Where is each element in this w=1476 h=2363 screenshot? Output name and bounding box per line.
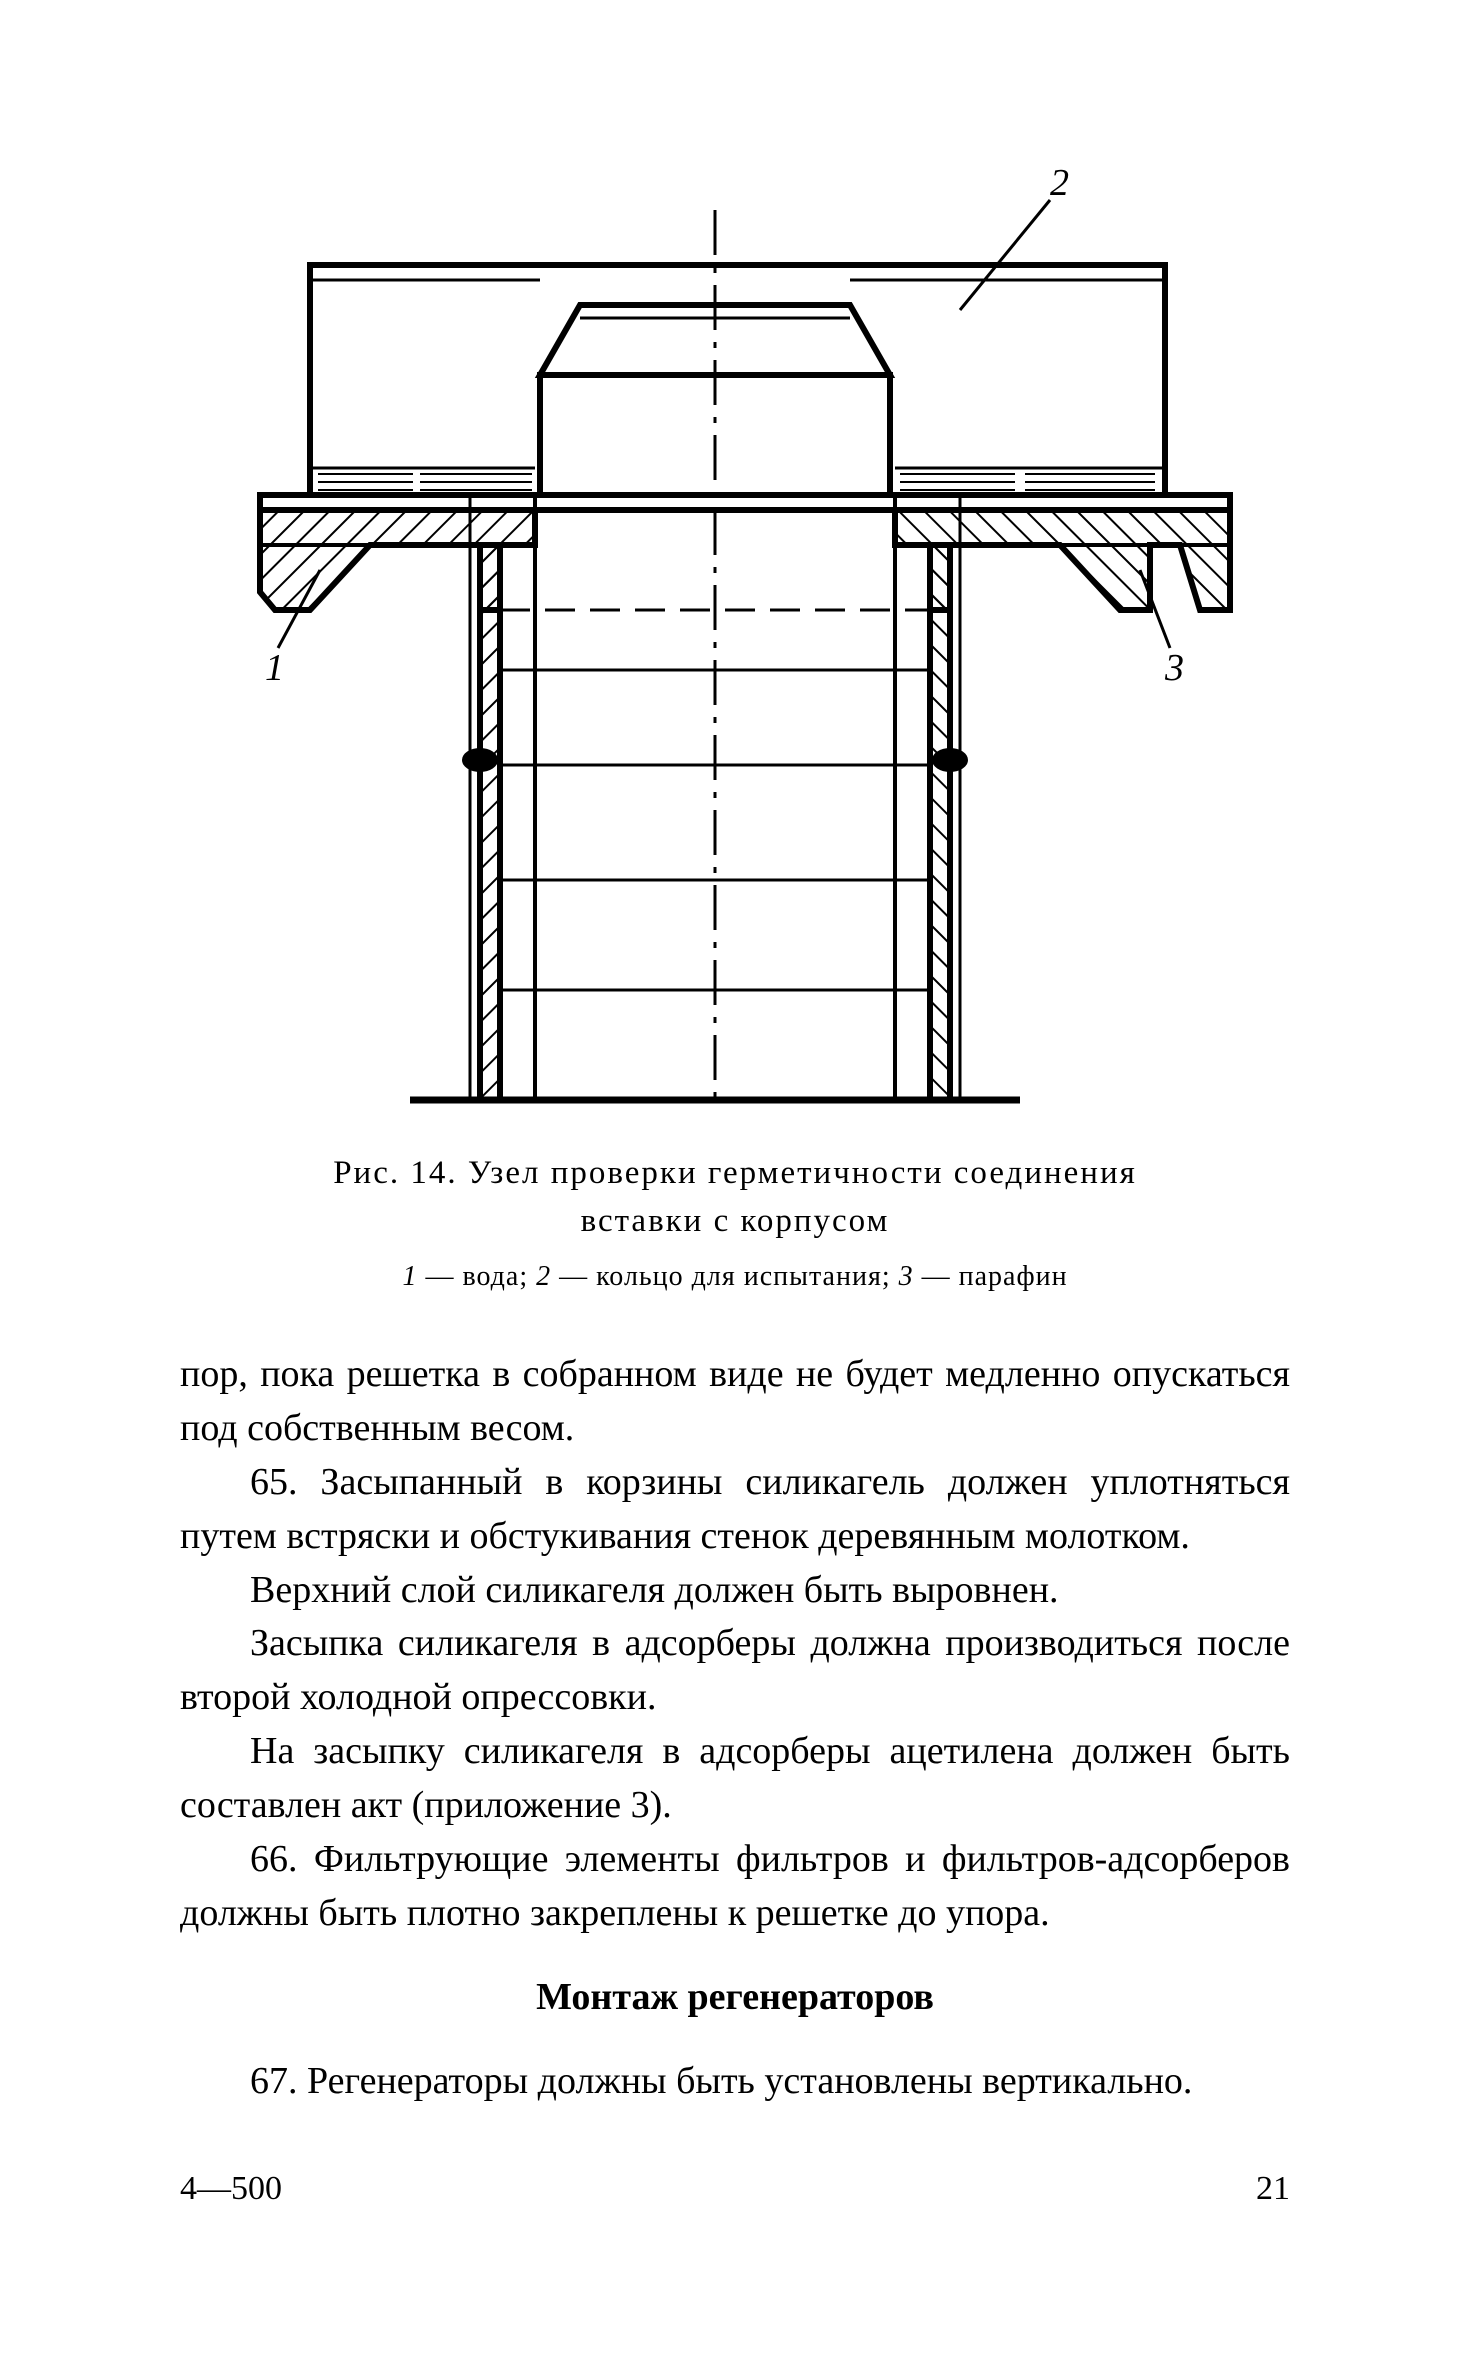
paragraph-2: 65. Засыпанный в корзины силикагель долж… [180, 1456, 1290, 1564]
figure-svg: 2 [180, 150, 1290, 1110]
figure-14: 2 [180, 150, 1290, 1110]
label-1: 1 [265, 647, 284, 689]
page-footer: 4—500 21 [180, 2170, 1290, 2208]
paragraph-5: На засыпку силикагеля в адсорберы ацетил… [180, 1725, 1290, 1833]
paragraph-4: Засыпка силикагеля в адсорберы должна пр… [180, 1617, 1290, 1725]
body-text: пор, пока решетка в собранном виде не бу… [180, 1348, 1290, 2109]
paragraph-1: пор, пока решетка в собранном виде не бу… [180, 1348, 1290, 1456]
label-3: 3 [1164, 647, 1184, 689]
label-2: 2 [1050, 162, 1069, 204]
figure-legend: 1 — вода; 2 — кольцо для испытания; 3 — … [180, 1261, 1290, 1293]
paragraph-3: Верхний слой силикагеля должен быть выро… [180, 1564, 1290, 1618]
figure-caption: Рис. 14. Узел проверки герметичности сое… [180, 1150, 1290, 1246]
section-heading: Монтаж регенераторов [180, 1971, 1290, 2025]
footer-right: 21 [1256, 2170, 1290, 2208]
figure-caption-line2: вставки с корпусом [581, 1203, 890, 1239]
paragraph-7: 67. Регенераторы должны быть установлены… [180, 2055, 1290, 2109]
paragraph-6: 66. Фильтрующие элементы фильтров и филь… [180, 1833, 1290, 1941]
footer-left: 4—500 [180, 2170, 282, 2208]
figure-caption-line1: Рис. 14. Узел проверки герметичности сое… [333, 1155, 1137, 1191]
